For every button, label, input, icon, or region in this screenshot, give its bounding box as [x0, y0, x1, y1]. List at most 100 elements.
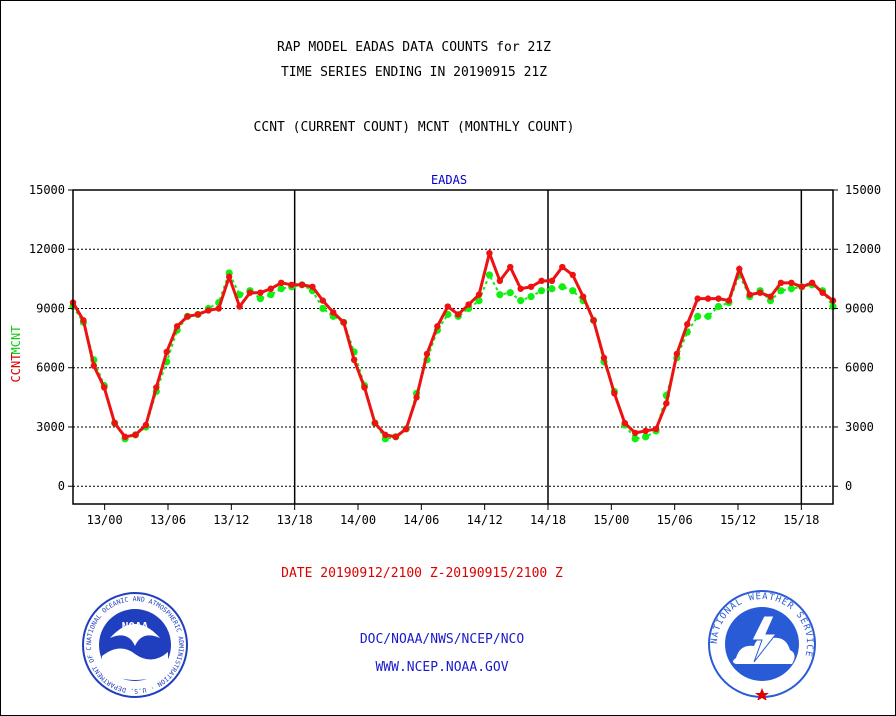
ccnt-data-point: [267, 285, 275, 292]
mcnt-data-point: [714, 302, 723, 311]
x-tick-label: 14/00: [340, 513, 376, 527]
ccnt-data-point: [663, 400, 670, 407]
ccnt-data-point: [631, 429, 639, 437]
ccnt-data-point: [486, 249, 493, 257]
y-tick-label-left: 6000: [36, 361, 65, 375]
chart-title-line2: TIME SERIES ENDING IN 20190915 21Z: [280, 65, 548, 80]
mcnt-data-point: [485, 271, 494, 279]
mcnt-data-point: [319, 304, 327, 313]
ccnt-data-point: [746, 291, 753, 298]
ccnt-data-point: [121, 433, 129, 441]
mcnt-data-point: [517, 296, 525, 305]
ccnt-data-point: [455, 311, 462, 318]
ccnt-data-point: [288, 281, 295, 288]
x-tick-label: 15/18: [783, 513, 819, 527]
ccnt-data-point: [423, 350, 431, 358]
ccnt-data-point: [704, 295, 712, 302]
axis-layer: 0 0 3000 3000 6000 6000 9000 9000 12000 12000 1500…: [29, 183, 881, 527]
ccnt-data-point: [382, 431, 389, 439]
noaa-logo: NATIONAL OCEANIC AND ATMOSPHERIC ADMINIS…: [80, 590, 188, 698]
y-axis-label-mcnt: MCNT: [9, 326, 23, 355]
ccnt-data-point: [600, 354, 608, 362]
ccnt-data-point: [569, 271, 576, 279]
ccnt-data-point: [736, 265, 743, 273]
y-tick-label-left: 12000: [29, 242, 65, 256]
ccnt-data-point: [90, 362, 98, 369]
ccnt-data-point: [413, 394, 420, 401]
y-tick-label-right: 12000: [845, 242, 881, 256]
ccnt-data-point: [205, 307, 212, 314]
ccnt-data-point: [101, 384, 108, 391]
mcnt-data-point: [527, 293, 535, 301]
ccnt-data-point: [517, 285, 524, 292]
ccnt-data-point: [142, 421, 150, 429]
x-tick-label: 14/18: [530, 513, 566, 527]
y-tick-label-right: 15000: [845, 183, 881, 197]
website-link[interactable]: WWW.NCEP.NOAA.GOV: [375, 660, 509, 675]
ccnt-data-point: [684, 321, 691, 328]
ccnt-data-point: [350, 356, 358, 364]
ccnt-data-point: [725, 297, 733, 304]
ccnt-data-point: [278, 279, 285, 287]
ccnt-data-point: [215, 305, 222, 312]
ccnt-data-point: [475, 291, 483, 298]
mcnt-data-point: [569, 287, 577, 295]
ccnt-data-point: [819, 289, 826, 296]
ccnt-data-point: [444, 303, 451, 310]
ccnt-series-line: [71, 248, 834, 439]
ccnt-data-point: [507, 263, 514, 271]
ccnt-data-point: [132, 431, 139, 439]
ccnt-data-point: [579, 293, 587, 300]
x-tick-label: 13/18: [277, 513, 313, 527]
ccnt-data-point: [788, 279, 795, 287]
ccnt-data-point: [319, 297, 327, 304]
mcnt-data-point: [787, 285, 795, 293]
mcnt-data-point: [267, 291, 275, 299]
mcnt-data-point: [631, 435, 639, 443]
ccnt-data-point: [184, 313, 191, 320]
ccnt-data-point: [465, 301, 472, 308]
ccnt-data-point: [163, 348, 170, 356]
mcnt-data-point: [256, 295, 264, 303]
ccnt-data-point: [538, 277, 545, 285]
x-tick-label: 13/12: [213, 513, 249, 527]
y-tick-label-right: 0: [845, 479, 852, 493]
y-tick-label-right: 6000: [845, 361, 874, 375]
org-line: DOC/NOAA/NWS/NCEP/NCO: [359, 632, 525, 647]
x-tick-label: 14/12: [467, 513, 503, 527]
chart-subtitle: CCNT (CURRENT COUNT) MCNT (MONTHLY COUNT…: [253, 120, 575, 135]
y-tick-label-right: 3000: [845, 420, 874, 434]
mcnt-data-point: [235, 291, 244, 299]
ccnt-data-point: [153, 384, 160, 391]
mcnt-data-point: [506, 289, 514, 297]
ccnt-data-point: [80, 317, 87, 324]
noaa-logo-text: NOAA: [122, 620, 149, 633]
y-tick-label-left: 0: [58, 479, 65, 493]
y-tick-label-left: 15000: [29, 183, 65, 197]
ccnt-data-point: [194, 311, 202, 318]
chart-title-line1: RAP MODEL EADAS DATA COUNTS for 21Z: [277, 40, 551, 55]
ccnt-data-point: [257, 289, 264, 296]
ccnt-data-point: [309, 283, 316, 290]
mcnt-data-point: [777, 287, 785, 295]
ccnt-data-point: [621, 419, 628, 427]
ccnt-data-point: [767, 293, 774, 300]
mcnt-data-point: [277, 285, 285, 293]
ccnt-data-point: [694, 295, 701, 302]
mcnt-data-point: [496, 291, 504, 299]
ccnt-data-point: [111, 419, 118, 427]
x-tick-label: 15/12: [720, 513, 756, 527]
ccnt-data-point: [246, 289, 254, 296]
ccnt-data-point: [173, 323, 181, 330]
mcnt-data-point: [704, 312, 712, 320]
ccnt-data-point: [361, 384, 368, 391]
ccnt-data-point: [715, 295, 722, 302]
y-axis-label-ccnt: CCNT: [9, 354, 23, 383]
ccnt-data-point: [340, 319, 347, 326]
ccnt-data-point: [330, 309, 337, 316]
date-range-label: DATE 20190912/2100 Z-20190915/2100 Z: [281, 566, 563, 581]
ccnt-data-point: [225, 273, 233, 281]
ccnt-data-point: [798, 283, 805, 290]
y-tick-label-right: 9000: [845, 301, 874, 315]
